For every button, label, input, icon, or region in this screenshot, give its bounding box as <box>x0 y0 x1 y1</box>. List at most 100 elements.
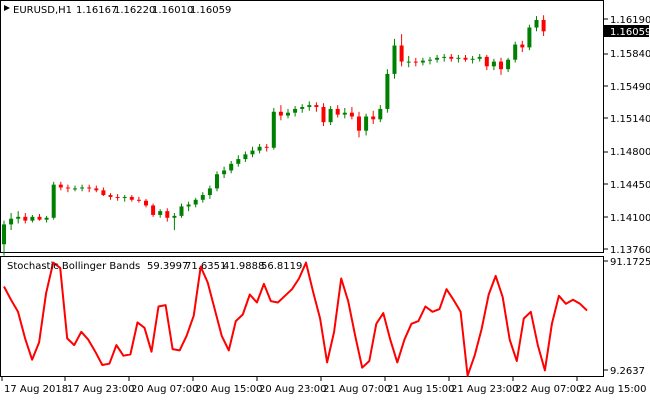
bull-candle <box>470 58 475 60</box>
bull-candle <box>300 107 305 109</box>
bull-candle <box>406 61 411 63</box>
bear-candle <box>151 205 156 215</box>
bull-candle <box>456 57 461 59</box>
bear-candle <box>23 216 28 221</box>
time-axis-label: 17 Aug 23:00 <box>67 384 134 395</box>
price-axis-label: 1.14450 <box>610 180 650 191</box>
time-axis: 17 Aug 2018 17 Aug 23:00 20 Aug 07:00 20… <box>1 377 646 395</box>
bull-candle <box>122 196 127 198</box>
bear-candle <box>144 200 148 206</box>
bear-candle <box>371 116 376 120</box>
bear-candle <box>58 184 63 188</box>
price-axis-label: 1.14800 <box>610 147 650 158</box>
bull-candle <box>236 159 241 164</box>
bull-candle <box>364 116 369 131</box>
bull-candle <box>271 111 276 148</box>
bear-candle <box>94 188 99 191</box>
bull-candle <box>243 154 248 160</box>
price-axis-label: 1.15840 <box>610 49 650 60</box>
current-price-label: 1.16059 <box>610 27 650 38</box>
bull-candle <box>428 59 432 61</box>
symbol-arrow-icon <box>4 5 10 11</box>
bear-candle <box>314 105 319 108</box>
ohlc-open: 1.16167 <box>76 5 117 16</box>
price-axis-label: 1.14100 <box>610 213 650 224</box>
time-axis-label: 22 Aug 15:00 <box>579 384 646 395</box>
price-axis-label: 1.16190 <box>610 15 650 26</box>
price-panel-frame <box>0 0 604 253</box>
price-axis-label: 1.13760 <box>610 245 650 256</box>
bull-candle <box>2 224 6 245</box>
bull-candle <box>44 217 49 220</box>
bull-candle <box>257 146 262 151</box>
time-axis-label: 22 Aug 07:00 <box>515 384 582 395</box>
bull-candle <box>491 61 496 67</box>
bull-candle <box>179 206 184 216</box>
bear-candle <box>115 196 120 198</box>
time-axis-label: 17 Aug 2018 <box>4 384 68 395</box>
bull-candle <box>30 216 35 221</box>
bull-candle <box>534 19 539 28</box>
indicator-panel-frame <box>0 256 604 377</box>
bull-candle <box>51 184 56 218</box>
bear-candle <box>499 61 503 70</box>
bull-candle <box>342 112 347 115</box>
current-price-marker <box>604 25 649 37</box>
indicator-axis-min: 9.2637 <box>610 366 645 377</box>
indicator-value-3: 41.9888 <box>223 261 264 272</box>
bear-candle <box>484 56 489 67</box>
bull-candle <box>158 211 163 215</box>
bear-candle <box>278 111 283 116</box>
ohlc-close: 1.16059 <box>190 5 231 16</box>
bull-candle <box>186 204 191 207</box>
bear-candle <box>37 216 42 220</box>
indicator-line <box>3 261 588 377</box>
bear-candle <box>349 112 354 117</box>
bull-candle <box>172 215 177 218</box>
bull-candle <box>16 216 21 219</box>
price-axis: 1.16190 1.15840 1.15490 1.15140 1.14800 … <box>604 15 650 256</box>
time-axis-label: 20 Aug 23:00 <box>259 384 326 395</box>
bear-candle <box>136 199 141 201</box>
price-axis-label: 1.15140 <box>610 114 650 125</box>
bull-candle <box>513 44 518 60</box>
bull-candle <box>229 163 234 171</box>
bull-candle <box>385 73 390 109</box>
bull-candle <box>73 188 77 190</box>
bear-candle <box>357 116 361 131</box>
bear-candle <box>101 190 106 196</box>
bull-candle <box>307 105 312 108</box>
price-panel-header: EURUSD,H1 1.16167 1.16220 1.16010 1.1605… <box>4 5 231 16</box>
time-axis-label: 20 Aug 15:00 <box>195 384 262 395</box>
bull-candle <box>200 195 205 200</box>
bull-candle <box>286 112 290 116</box>
bull-candle <box>506 59 511 70</box>
bear-candle <box>65 187 70 189</box>
bull-candle <box>207 188 212 196</box>
bear-candle <box>541 19 546 32</box>
price-axis-label: 1.15490 <box>610 82 650 93</box>
time-axis-label: 21 Aug 07:00 <box>323 384 390 395</box>
bull-candle <box>527 27 532 48</box>
symbol-label: EURUSD,H1 <box>13 5 72 16</box>
bull-candle <box>420 60 425 63</box>
bear-candle <box>87 187 92 189</box>
bull-candle <box>442 56 447 58</box>
bear-candle <box>108 195 113 197</box>
bull-candle <box>215 174 219 189</box>
bull-candle <box>378 108 383 120</box>
indicator-value-4: 56.8119 <box>261 261 302 272</box>
candles-layer <box>2 15 546 256</box>
indicator-axis-max: 91.1725 <box>610 257 650 268</box>
ohlc-low: 1.16010 <box>152 5 193 16</box>
bull-candle <box>477 56 482 59</box>
bear-candle <box>463 57 468 60</box>
indicator-value-2: 71.6351 <box>185 261 226 272</box>
bear-candle <box>264 146 269 148</box>
bear-candle <box>335 108 340 115</box>
time-axis-label: 21 Aug 23:00 <box>451 384 518 395</box>
bull-candle <box>80 187 85 189</box>
bear-candle <box>129 196 134 200</box>
bull-candle <box>293 108 298 113</box>
